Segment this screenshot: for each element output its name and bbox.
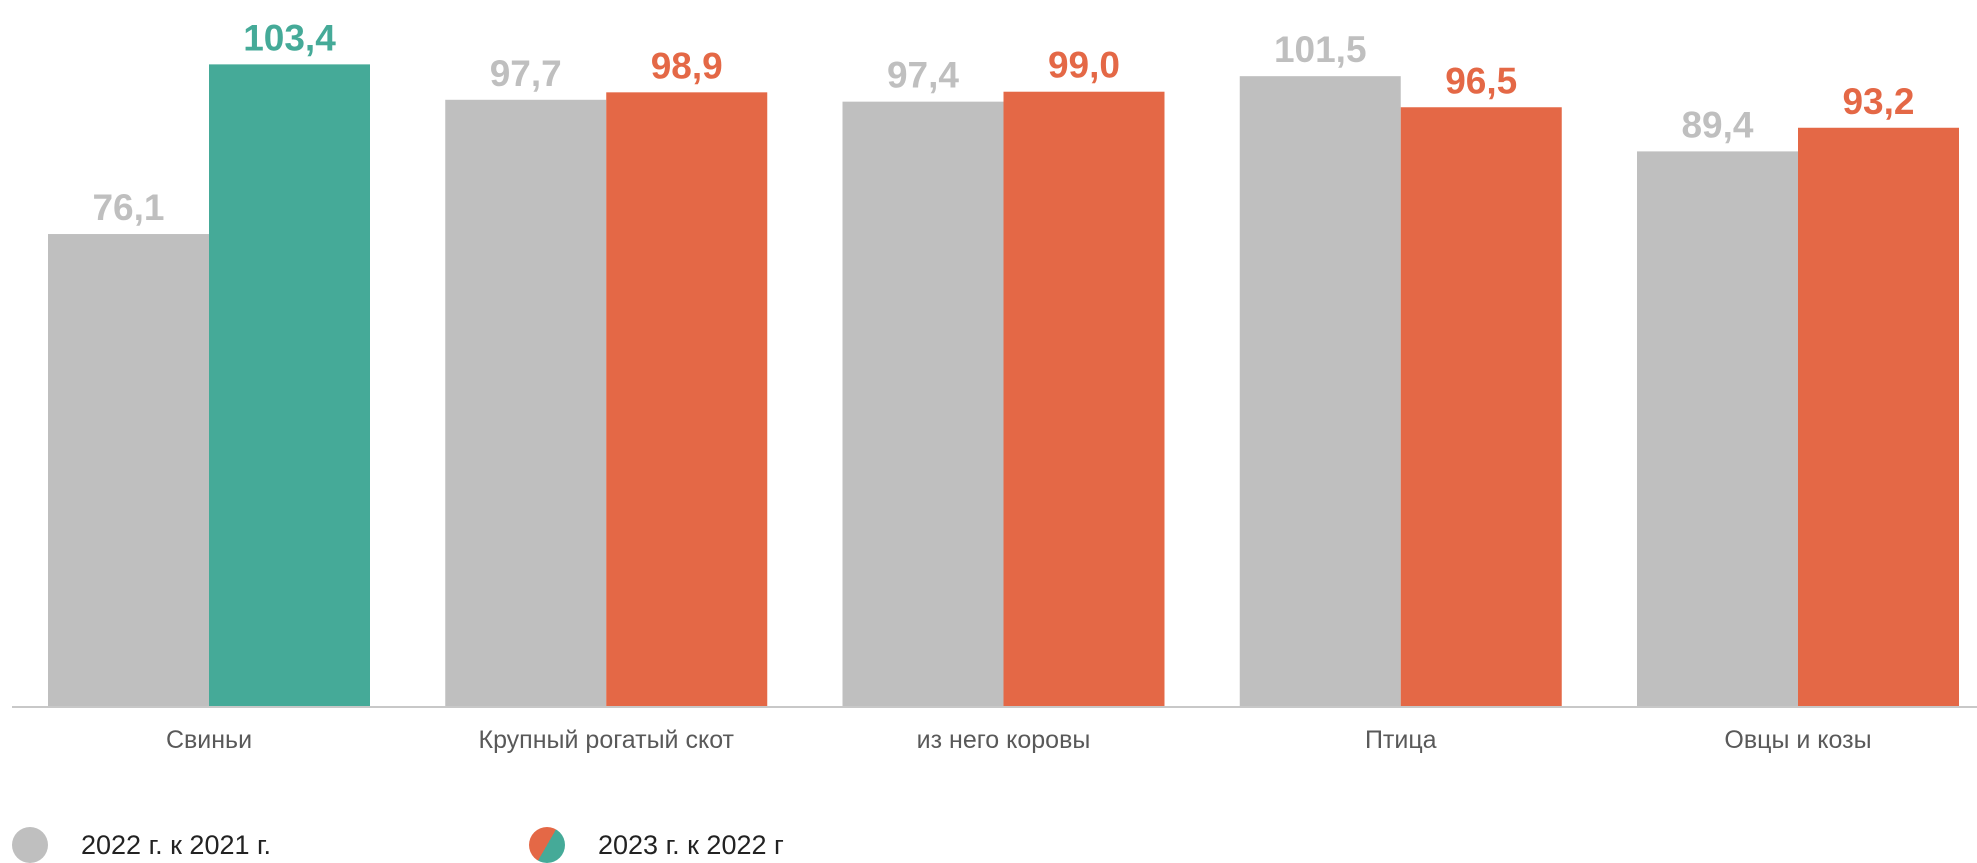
- value-label-series1-cat3: 97,4: [887, 55, 959, 96]
- category-label-2: Крупный рогатый скот: [479, 726, 735, 754]
- category-label-4: Птица: [1365, 726, 1437, 754]
- value-label-series1-cat5: 89,4: [1681, 104, 1753, 145]
- bar-series1-cat5: [1637, 151, 1798, 707]
- value-label-series2-cat4: 96,5: [1445, 60, 1517, 101]
- value-label-series2-cat3: 99,0: [1048, 45, 1120, 86]
- legend-item-2023: 2023 г. к 2022 г: [529, 827, 784, 863]
- bar-series1-cat1: [48, 234, 209, 707]
- legend-marker-split: [529, 827, 565, 863]
- legend-item-2022: 2022 г. к 2021 г.: [12, 827, 271, 863]
- bar-series1-cat4: [1240, 76, 1401, 707]
- legend-marker-grey: [12, 827, 48, 863]
- value-label-series1-cat2: 97,7: [490, 53, 562, 94]
- bar-series2-cat1: [209, 64, 370, 707]
- category-label-1: Свиньи: [166, 726, 252, 754]
- value-label-series2-cat2: 98,9: [651, 45, 723, 86]
- category-label-5: Овцы и козы: [1724, 726, 1871, 754]
- bar-series2-cat5: [1798, 128, 1959, 707]
- bar-chart-plot: 76,1 103,4 97,7 98,9 97,4 99,0 101,5 96,5 89,4 93…: [0, 0, 1977, 820]
- value-label-series1-cat1: 76,1: [92, 187, 164, 228]
- legend-label-2023: 2023 г. к 2022 г: [598, 830, 784, 861]
- bar-series2-cat2: [606, 92, 767, 707]
- bars-layer: [48, 64, 1959, 707]
- legend-label-2022: 2022 г. к 2021 г.: [81, 830, 271, 861]
- bar-series2-cat4: [1401, 107, 1562, 707]
- value-label-series1-cat4: 101,5: [1274, 29, 1367, 70]
- value-label-series2-cat1: 103,4: [243, 17, 336, 58]
- value-label-series2-cat5: 93,2: [1842, 81, 1914, 122]
- category-label-3: из него коровы: [917, 726, 1091, 754]
- category-labels-layer: Свиньи Крупный рогатый скот из него коровы…: [166, 726, 1872, 754]
- bar-series1-cat2: [445, 100, 606, 707]
- bar-series2-cat3: [1004, 92, 1165, 707]
- bar-series1-cat3: [843, 102, 1004, 707]
